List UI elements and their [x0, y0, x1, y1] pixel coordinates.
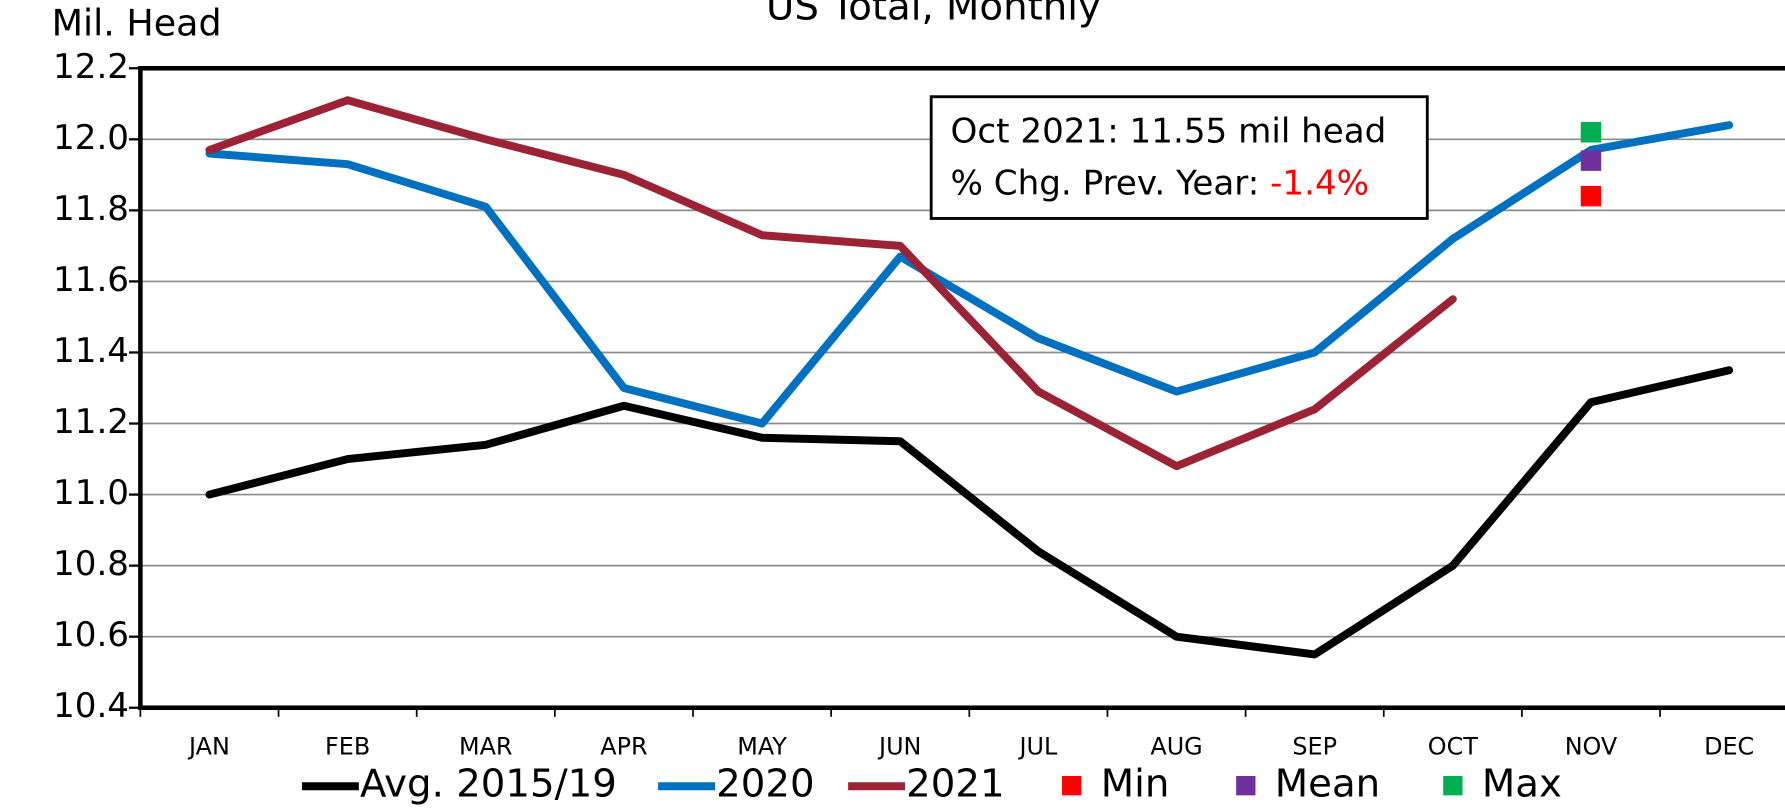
- x-tick-label: JUL: [1017, 733, 1058, 761]
- x-tick-label: MAY: [737, 733, 787, 761]
- marker: [1580, 121, 1602, 143]
- y-tick-label: 11.8: [53, 189, 129, 229]
- y-tick-label: 10.6: [53, 615, 129, 655]
- legend-swatch: [1062, 776, 1082, 796]
- x-tick-label: OCT: [1428, 733, 1478, 761]
- legend-swatch: [1443, 776, 1463, 796]
- chart-title: US Total, Monthly: [766, 0, 1101, 30]
- marker: [1580, 185, 1602, 207]
- x-tick-label: JUN: [877, 733, 921, 761]
- x-tick-label: JAN: [187, 733, 230, 761]
- y-tick-label: 11.6: [53, 260, 129, 300]
- y-tick-label: 12.0: [53, 118, 129, 158]
- marker: [1580, 150, 1602, 171]
- annotation-line: % Chg. Prev. Year: -1.4%: [951, 163, 1370, 203]
- annotation-value: -1.4%: [1270, 163, 1369, 203]
- x-tick-label: MAR: [459, 733, 513, 761]
- y-tick-label: 12.2: [53, 47, 129, 87]
- legend-label: Min: [1101, 762, 1170, 807]
- plot-area: [205, 96, 1734, 659]
- y-tick-label: 11.2: [53, 402, 129, 442]
- x-tick-label: APR: [600, 733, 647, 761]
- annotation-label: % Chg. Prev. Year:: [951, 163, 1271, 203]
- plot-frame: [138, 65, 1785, 711]
- legend-label: 2020: [716, 762, 814, 807]
- legend-label: Mean: [1275, 762, 1380, 807]
- x-tick-label: SEP: [1292, 733, 1337, 761]
- annotation: Oct 2021: 11.55 mil head % Chg. Prev. Ye…: [929, 95, 1429, 220]
- x-tick-label: FEB: [325, 733, 370, 761]
- y-tick-label: 11.0: [53, 473, 129, 513]
- series-line: [205, 121, 1734, 428]
- y-tick-label: 10.8: [53, 544, 129, 584]
- legend-label: Avg. 2015/19: [360, 762, 617, 807]
- legend-label: 2021: [906, 762, 1004, 807]
- y-tick-label: 10.4: [53, 686, 129, 726]
- series-line: [205, 366, 1734, 659]
- annotation-line: Oct 2021: 11.55 mil head: [951, 112, 1387, 152]
- y-axis-label: Mil. Head: [52, 2, 222, 45]
- legend-swatch: [1236, 776, 1256, 796]
- series-line: [205, 96, 1457, 471]
- legend-label: Max: [1482, 762, 1562, 807]
- annotation-box: [929, 95, 1429, 220]
- x-tick-label: AUG: [1150, 733, 1202, 761]
- x-tick-label: NOV: [1565, 733, 1618, 761]
- y-tick-label: 11.4: [53, 331, 129, 371]
- x-tick-label: DEC: [1704, 733, 1754, 761]
